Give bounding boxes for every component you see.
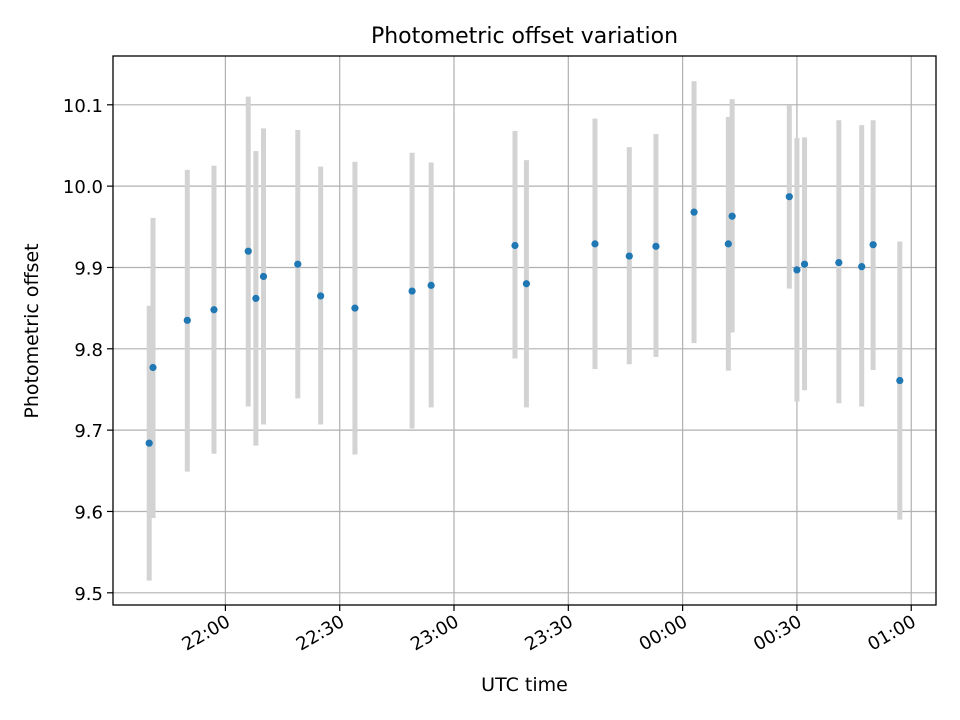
data-point (652, 242, 660, 250)
data-point (408, 287, 416, 295)
y-tick-label: 9.8 (74, 340, 103, 361)
chart-title: Photometric offset variation (371, 24, 678, 49)
data-point (351, 304, 359, 312)
data-point (690, 208, 698, 216)
data-point (317, 292, 325, 300)
data-point (183, 316, 191, 324)
y-tick-label: 9.5 (74, 584, 103, 605)
y-tick-label: 9.9 (74, 258, 103, 279)
data-point (785, 193, 793, 201)
data-point (728, 212, 736, 220)
data-point (800, 260, 809, 268)
data-point (511, 241, 519, 250)
data-point (145, 439, 153, 447)
data-markers (145, 193, 904, 447)
data-point (793, 266, 801, 274)
y-tick-label: 9.6 (74, 502, 103, 523)
y-tick-label: 10.0 (63, 177, 103, 198)
data-point (858, 263, 866, 271)
data-point (244, 247, 252, 255)
data-point (724, 240, 732, 248)
data-point (149, 363, 157, 372)
y-tick-label: 10.1 (63, 96, 103, 117)
x-axis-label: UTC time (481, 674, 568, 696)
data-point (869, 241, 877, 249)
data-point (427, 281, 435, 289)
data-point (591, 240, 599, 248)
plot-area-frame (112, 55, 937, 606)
y-axis: 9.5 9.6 9.7 9.8 9.9 10.0 10.1 (63, 96, 113, 605)
data-point (252, 294, 260, 302)
y-axis-label: Photometric offset (21, 243, 43, 418)
data-point (522, 280, 531, 288)
y-tick-label: 9.7 (74, 421, 103, 442)
data-point (896, 376, 904, 385)
data-point (294, 260, 302, 268)
data-point (835, 258, 843, 267)
data-point (210, 306, 218, 314)
data-point (259, 272, 268, 281)
data-point (625, 252, 633, 260)
